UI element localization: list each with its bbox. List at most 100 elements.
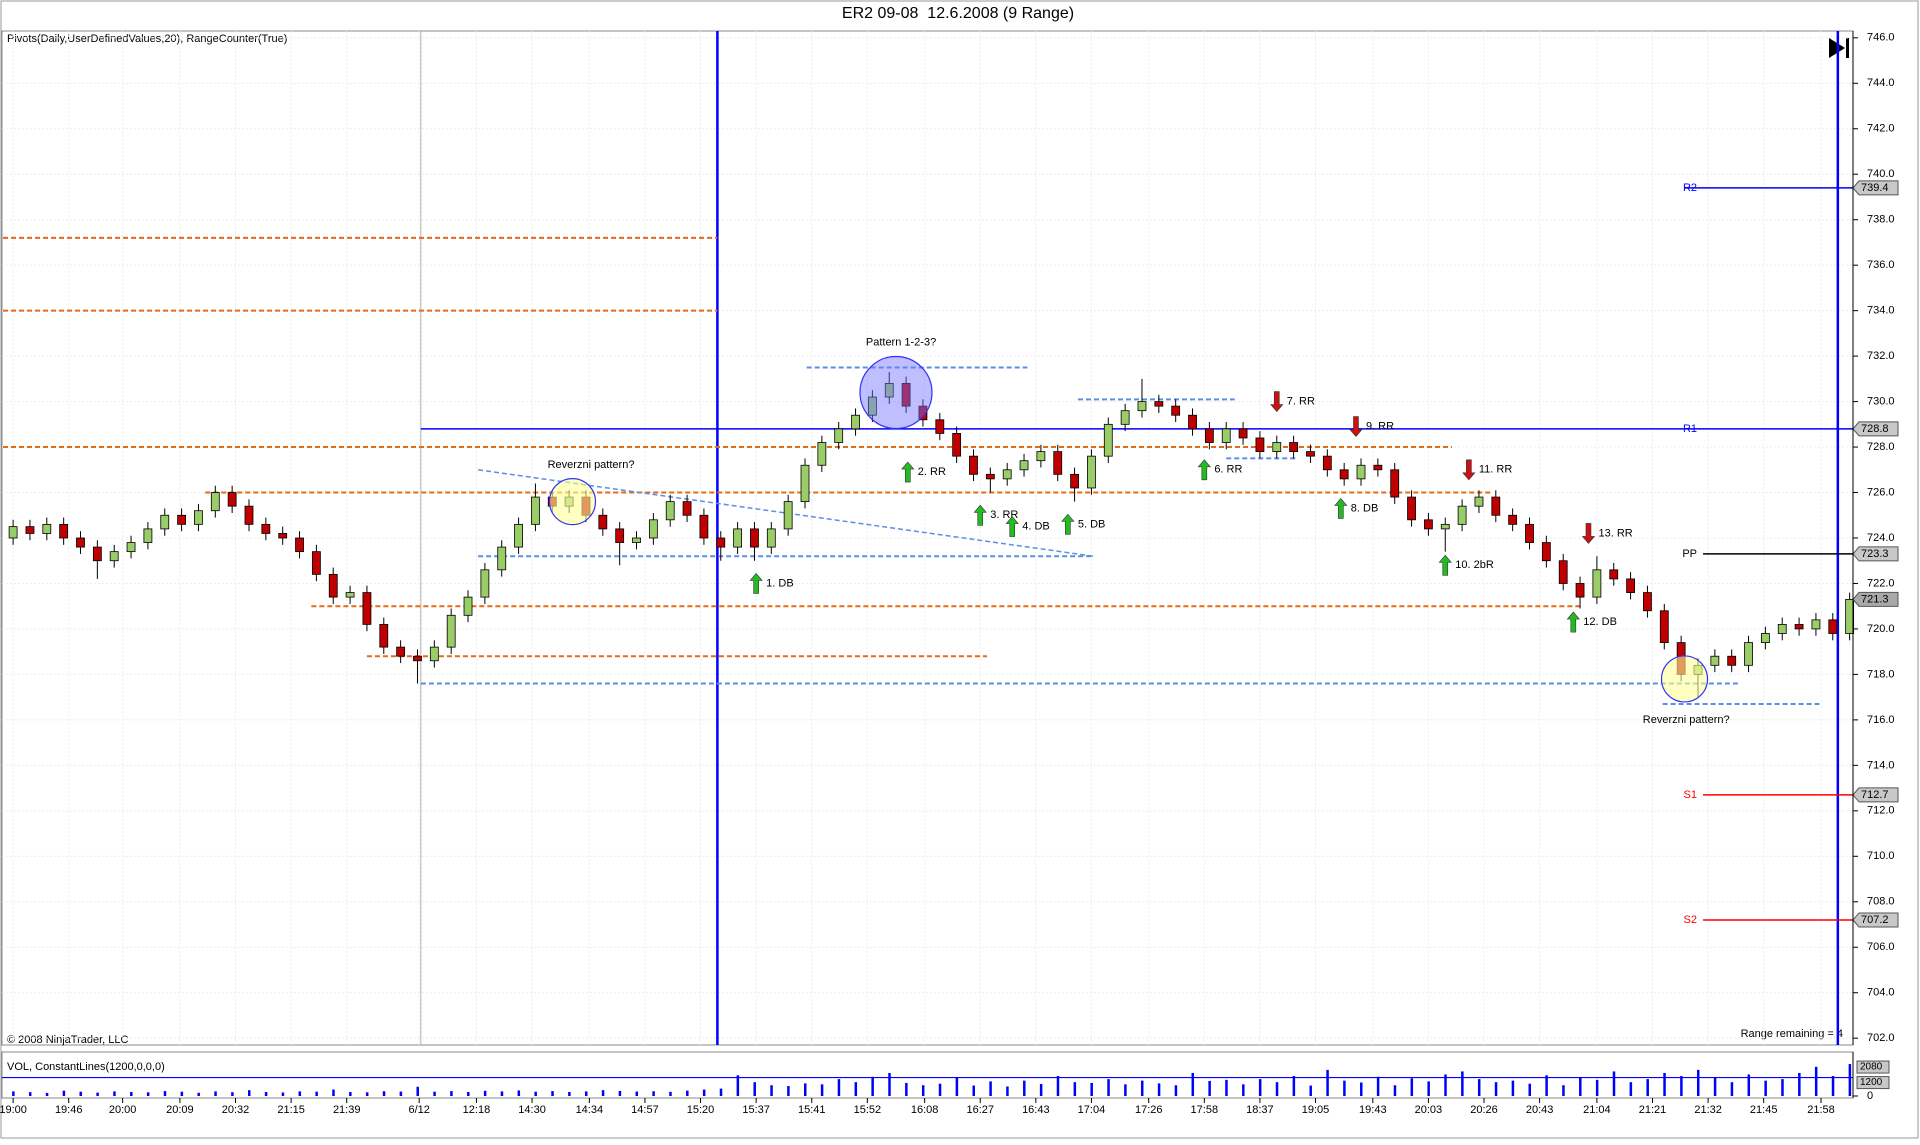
- signal-arrow: [1349, 416, 1363, 438]
- volume-bar: [1764, 1080, 1767, 1096]
- volume-bar: [96, 1092, 99, 1096]
- volume-bar: [804, 1083, 807, 1096]
- volume-tick-label: 0: [1867, 1090, 1873, 1102]
- volume-bar: [1747, 1074, 1751, 1096]
- candle-body: [446, 614, 456, 648]
- candle-body: [396, 646, 406, 657]
- pivot-label: PP: [1682, 548, 1697, 560]
- candle-body: [1356, 464, 1366, 480]
- y-tick-label: 740.0: [1867, 168, 1895, 180]
- signal-arrow: [1334, 497, 1348, 519]
- candle-body: [261, 523, 271, 534]
- x-tick-label: 21:58: [1807, 1104, 1835, 1116]
- volume-bar: [568, 1092, 571, 1096]
- candle-body: [918, 405, 928, 421]
- volume-bar: [1174, 1085, 1178, 1096]
- candle-body: [143, 528, 153, 543]
- x-tick-label: 15:37: [742, 1104, 770, 1116]
- x-tick-label: 16:43: [1022, 1104, 1050, 1116]
- candle-body: [1541, 542, 1551, 562]
- volume-bar: [787, 1086, 790, 1096]
- volume-bar: [1781, 1079, 1784, 1096]
- pivot-label: R1: [1683, 423, 1697, 435]
- candle-body: [750, 528, 759, 548]
- y-tick-label: 724.0: [1867, 532, 1895, 544]
- candle-body: [1643, 592, 1652, 612]
- volume-bar: [214, 1091, 217, 1096]
- candle-body: [699, 514, 709, 539]
- candle-body: [766, 528, 776, 548]
- volume-bar: [753, 1082, 756, 1096]
- y-tick-label: 730.0: [1867, 395, 1895, 407]
- signal-label: 8. DB: [1351, 502, 1379, 514]
- candle-body: [901, 382, 911, 407]
- price-tag: [1852, 912, 1899, 928]
- candle-body: [1390, 469, 1400, 498]
- candle-body: [126, 542, 136, 553]
- candle-body: [311, 551, 321, 575]
- volume-bar: [1511, 1080, 1515, 1096]
- signal-label: 7. RR: [1287, 395, 1315, 407]
- volume-bar: [1629, 1082, 1633, 1096]
- volume-bar: [1360, 1082, 1363, 1096]
- candle-body: [1609, 569, 1619, 580]
- volume-bar: [1848, 1064, 1852, 1096]
- candle-body: [463, 596, 473, 616]
- x-tick-label: 20:09: [166, 1104, 194, 1116]
- overlays: 739.4 728.8 723.3 712.7 707.2 721.3 Reverzni p…: [548, 180, 1899, 1090]
- volume-bar: [1258, 1079, 1262, 1096]
- x-tick-label: 16:08: [911, 1104, 939, 1116]
- volume-bar: [1292, 1076, 1296, 1096]
- volume-bar: [146, 1092, 150, 1096]
- y-tick-label: 728.0: [1867, 441, 1895, 453]
- candle-body: [362, 592, 372, 625]
- x-tick-label: 20:32: [222, 1104, 250, 1116]
- x-tick-label: 14:30: [518, 1104, 546, 1116]
- volume-bar: [1444, 1074, 1447, 1096]
- candle-body: [295, 537, 304, 553]
- pivot-label: S1: [1684, 789, 1697, 801]
- volume-bar: [1309, 1085, 1312, 1096]
- candle-body: [1120, 410, 1130, 425]
- volume-bar: [197, 1092, 200, 1096]
- signal-arrow: [1581, 523, 1596, 544]
- candle-body: [1845, 598, 1855, 634]
- candle-body: [1221, 428, 1231, 443]
- range-counter: Range remaining = 4: [1741, 1028, 1843, 1040]
- volume-bar: [871, 1076, 874, 1096]
- volume-bar: [483, 1090, 487, 1096]
- y-tick-label: 722.0: [1867, 577, 1895, 589]
- price-tag: [1852, 546, 1899, 562]
- indicator-label: Pivots(Daily,UserDefinedValues,20), Rang…: [7, 33, 287, 45]
- volume-bar: [500, 1091, 504, 1096]
- volume-bar: [1023, 1080, 1026, 1096]
- x-tick-label: 21:32: [1694, 1104, 1722, 1116]
- candle-body: [1238, 428, 1248, 439]
- volume-bar: [955, 1077, 959, 1096]
- candle-body: [1154, 401, 1164, 407]
- y-tick-label: 738.0: [1867, 214, 1895, 226]
- signal-label: 1. DB: [766, 577, 794, 589]
- volume-tag-label: 1200: [1860, 1077, 1883, 1088]
- volume-bar: [1730, 1082, 1734, 1096]
- marks: [2, 372, 1855, 1096]
- volume-bar: [399, 1091, 403, 1096]
- candle-body: [1255, 437, 1265, 453]
- candle-body: [1575, 583, 1585, 598]
- signal-label: 10. 2bR: [1455, 559, 1494, 571]
- x-tick-label: 17:04: [1078, 1104, 1106, 1116]
- candle-body: [92, 546, 102, 562]
- candle-body: [952, 433, 962, 457]
- volume-bar: [1039, 1084, 1043, 1096]
- volume-bar: [247, 1090, 251, 1096]
- volume-bar: [433, 1091, 436, 1096]
- volume-bar: [1663, 1072, 1666, 1096]
- volume-bar: [349, 1092, 352, 1096]
- candle-body: [817, 442, 827, 466]
- volume-bar: [1562, 1085, 1565, 1096]
- candle-body: [1626, 578, 1635, 593]
- volume-bar: [1612, 1071, 1616, 1096]
- x-tick-label: 19:00: [0, 1104, 27, 1116]
